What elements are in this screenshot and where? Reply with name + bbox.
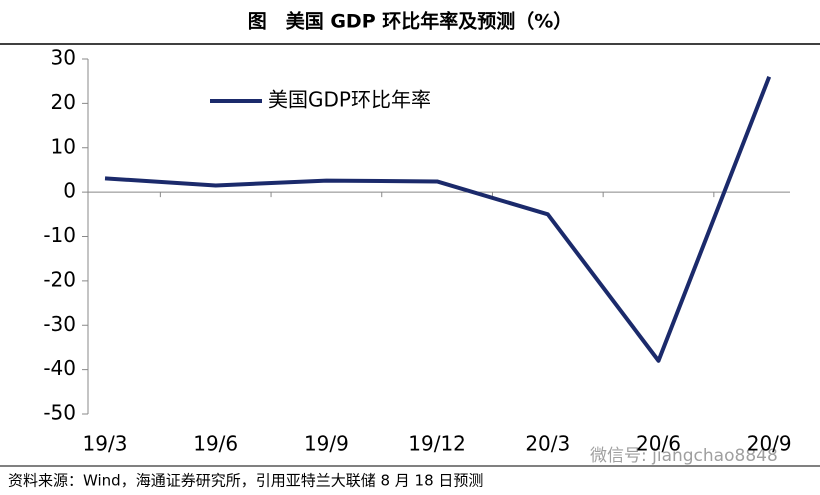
y-tick-label: 10 <box>51 134 76 158</box>
y-tick-label: -40 <box>43 356 76 380</box>
data-line <box>104 76 772 363</box>
x-tick-label: 19/6 <box>193 432 238 456</box>
x-tick-label: 20/9 <box>747 432 792 456</box>
chart-title: 图 美国 GDP 环比年率及预测（%） <box>248 10 573 33</box>
x-tick-label: 19/12 <box>408 432 466 456</box>
x-tick-label: 19/9 <box>304 432 349 456</box>
y-tick-label: 0 <box>63 179 76 203</box>
y-tick-label: 30 <box>51 46 76 70</box>
x-tick-label: 20/6 <box>636 432 681 456</box>
legend-label: 美国GDP环比年率 <box>268 88 431 112</box>
y-tick-label: 20 <box>51 90 76 114</box>
x-tick-label: 20/3 <box>525 432 570 456</box>
x-tick-label: 19/3 <box>83 432 128 456</box>
y-tick-label: -30 <box>43 312 76 336</box>
watermark: 微信号: jiangchao8848 <box>590 446 778 466</box>
y-tick-label: -50 <box>43 401 76 425</box>
y-tick-label: -20 <box>43 267 76 291</box>
source-note: 资料来源：Wind，海通证券研究所，引用亚特兰大联储 8 月 18 日预测 <box>8 472 483 490</box>
y-tick-label: -10 <box>43 223 76 247</box>
